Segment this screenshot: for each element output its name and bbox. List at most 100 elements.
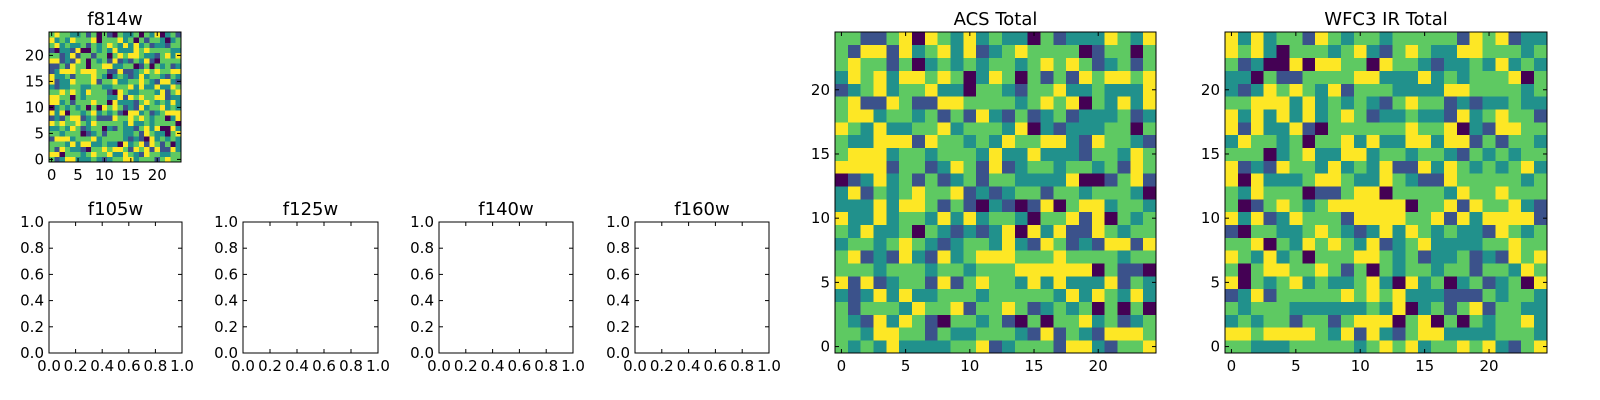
heatmap-cell [1418,198,1432,213]
heatmap-cell [107,120,113,126]
heatmap-cell [112,104,119,111]
heatmap-cell [1250,327,1265,341]
heatmap-cell [149,32,155,38]
heatmap-cell [80,78,87,85]
heatmap-cell [937,186,951,200]
heatmap-cell [1040,32,1054,46]
heatmap-cell [912,275,926,290]
heatmap-cell [59,110,66,116]
heatmap-cell [1340,327,1355,341]
heatmap-cell [1143,198,1157,213]
heatmap-cell [91,104,97,111]
heatmap-cell [1078,186,1093,200]
heatmap-cell [1534,340,1548,354]
heatmap-cell [154,63,161,69]
heatmap-cell [1014,327,1028,341]
heatmap-cell [1225,250,1239,264]
heatmap-cell [112,37,119,43]
heatmap-cell [80,84,87,90]
heatmap-cell [1250,314,1265,328]
y-tick-label: 0.4 [606,292,630,310]
heatmap-cell [963,83,977,97]
heatmap-cell [937,44,951,59]
heatmap-cell [54,32,60,38]
heatmap-cell [1469,263,1483,277]
heatmap-cell [1521,32,1535,46]
heatmap-cell [128,68,134,74]
heatmap-cell [1392,211,1406,225]
heatmap-cell [1001,83,1016,97]
heatmap-cell [122,42,129,48]
heatmap-cell [59,151,66,158]
heatmap-cell [1495,173,1509,187]
heatmap-cell [1053,198,1067,213]
heatmap-cell [159,141,166,147]
heatmap-cell [149,136,155,142]
heatmap-cell [75,78,82,85]
heatmap-cell [1495,147,1509,161]
heatmap-cell [91,32,97,38]
heatmap-cell [1456,275,1471,290]
heatmap-cell [101,120,108,126]
heatmap-cell [1078,288,1093,303]
heatmap-cell [1250,109,1265,123]
heatmap-cell [1289,275,1303,290]
heatmap-cell [1302,198,1316,213]
heatmap-cell [165,89,171,95]
heatmap-cell [128,42,134,48]
heatmap-cell [1117,301,1131,315]
heatmap-cell [112,136,119,142]
heatmap-cell [70,42,76,48]
x-tick-label: 0.0 [37,357,61,375]
heatmap-cell [175,47,182,54]
heatmap-cell [1001,186,1016,200]
heatmap-cell [1117,32,1131,46]
heatmap-cell [1104,57,1118,71]
heatmap-cell [1495,83,1509,97]
heatmap-cell [133,94,140,100]
heatmap-cell [1340,160,1355,174]
heatmap-cell [912,250,926,264]
heatmap-cell [1469,160,1483,174]
heatmap-cell [1078,96,1093,110]
heatmap-cell [1405,327,1419,341]
heatmap-cell [989,160,1003,174]
heatmap-cell [1289,121,1303,136]
heatmap-cell [1225,327,1239,341]
heatmap-cell [1001,44,1016,59]
heatmap-cell [835,186,849,200]
heatmap-cell [133,141,140,147]
heatmap-cell [154,84,161,90]
heatmap-cell [989,250,1003,264]
heatmap-cell [107,42,113,48]
heatmap-cell [149,84,155,90]
heatmap-cell [138,130,145,137]
heatmap-cell [59,68,66,74]
heatmap-cell [1379,173,1393,187]
heatmap-cell [963,224,977,238]
heatmap-cell [1469,237,1483,251]
heatmap-cell [912,32,926,46]
heatmap-cell [1328,327,1342,341]
heatmap-cell [1014,301,1028,315]
heatmap-cell [937,288,951,303]
heatmap-cell [847,314,862,328]
heatmap-cell [122,58,129,64]
heatmap-cell [1340,275,1355,290]
heatmap-cell [950,32,964,46]
heatmap-cell [1091,57,1106,71]
heatmap-cell [1302,314,1316,328]
heatmap-cell [1431,160,1445,174]
heatmap-cell [1340,288,1355,303]
heatmap-cell [1130,96,1144,110]
heatmap-cell [85,130,92,137]
heatmap-cell [1237,44,1252,59]
x-tick-label: 0.0 [231,357,255,375]
heatmap-cell [1508,224,1522,238]
heatmap-cell [117,110,124,116]
heatmap-cell [1091,327,1106,341]
y-tick-label: 20 [25,46,44,64]
heatmap-cell [1443,70,1458,84]
heatmap-cell [1237,263,1252,277]
heatmap-cell [149,47,155,54]
